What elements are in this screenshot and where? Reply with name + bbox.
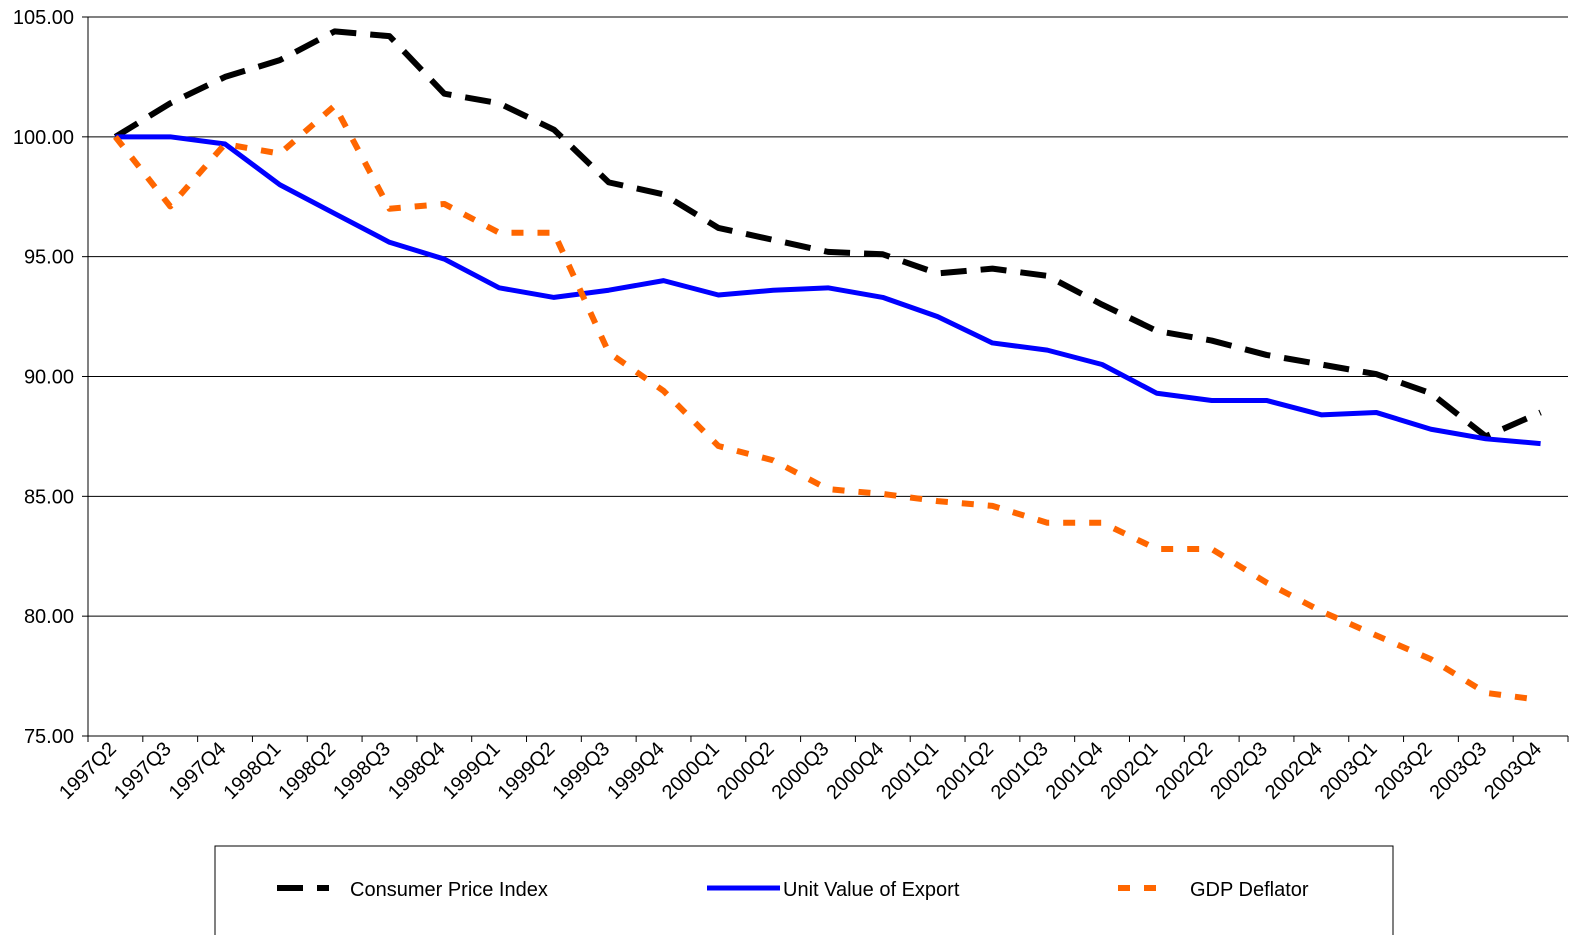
legend-label: Unit Value of Export bbox=[783, 879, 960, 901]
y-tick-label: 95.00 bbox=[24, 247, 74, 269]
x-tick-label: 2000Q3 bbox=[768, 738, 834, 804]
x-tick-label: 1999Q1 bbox=[439, 738, 505, 804]
x-tick-label: 2003Q3 bbox=[1425, 738, 1491, 804]
legend-label: Consumer Price Index bbox=[350, 879, 548, 901]
x-tick-label: 1997Q4 bbox=[165, 738, 231, 804]
y-tick-label: 100.00 bbox=[13, 127, 74, 149]
x-tick-label: 2003Q4 bbox=[1480, 738, 1546, 804]
x-tick-label: 2001Q1 bbox=[877, 738, 943, 804]
x-tick-label: 2002Q4 bbox=[1261, 738, 1327, 804]
x-tick-label: 2001Q4 bbox=[1042, 738, 1108, 804]
y-tick-label: 90.00 bbox=[24, 367, 74, 389]
y-tick-label: 80.00 bbox=[24, 606, 74, 628]
x-tick-label: 2000Q4 bbox=[822, 738, 888, 804]
x-tick-label: 1998Q3 bbox=[329, 738, 395, 804]
x-tick-label: 2001Q3 bbox=[987, 738, 1053, 804]
x-tick-label: 1998Q2 bbox=[274, 738, 340, 804]
x-tick-label: 2003Q2 bbox=[1371, 738, 1437, 804]
y-tick-label: 75.00 bbox=[24, 726, 74, 748]
series-line bbox=[115, 134, 1541, 447]
x-tick-label: 1999Q4 bbox=[603, 738, 669, 804]
x-tick-label: 1998Q4 bbox=[384, 738, 450, 804]
y-tick-label: 85.00 bbox=[24, 486, 74, 508]
x-tick-label: 1998Q1 bbox=[220, 738, 286, 804]
x-tick-label: 2003Q1 bbox=[1316, 738, 1382, 804]
x-tick-label: 2002Q1 bbox=[1097, 738, 1163, 804]
series-line bbox=[113, 28, 1542, 440]
x-tick-label: 2002Q2 bbox=[1151, 738, 1217, 804]
x-tick-label: 1997Q3 bbox=[110, 738, 176, 804]
x-tick-label: 2001Q2 bbox=[932, 738, 998, 804]
x-tick-label: 1999Q2 bbox=[494, 738, 560, 804]
x-tick-label: 2000Q2 bbox=[713, 738, 779, 804]
legend-label: GDP Deflator bbox=[1190, 879, 1309, 901]
x-tick-label: 2002Q3 bbox=[1206, 738, 1272, 804]
x-tick-label: 1999Q3 bbox=[548, 738, 614, 804]
legend-box bbox=[214, 845, 1394, 935]
x-tick-label: 2000Q1 bbox=[658, 738, 724, 804]
y-tick-label: 105.00 bbox=[13, 7, 74, 29]
series-line bbox=[113, 102, 1541, 704]
